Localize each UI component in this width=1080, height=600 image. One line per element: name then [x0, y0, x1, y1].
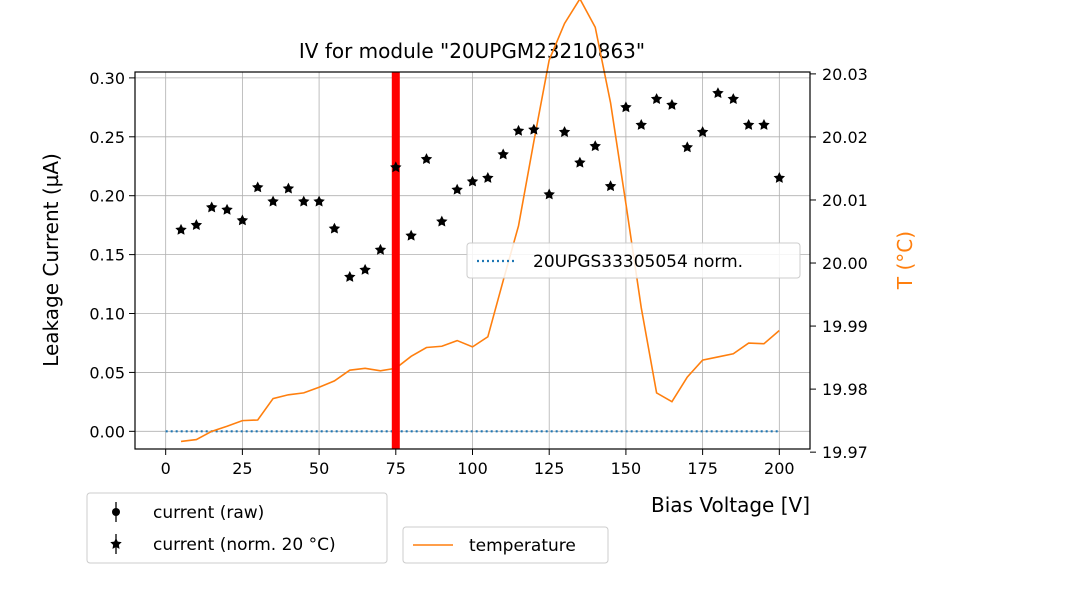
- y2-tick-label: 20.00: [822, 254, 868, 273]
- y-tick-label: 0.15: [89, 246, 125, 265]
- x-tick-label: 100: [457, 459, 488, 478]
- y-tick-label: 0.10: [89, 305, 125, 324]
- y2-tick-label: 19.98: [822, 380, 868, 399]
- current-point: [512, 124, 525, 136]
- x-tick-label: 75: [386, 459, 406, 478]
- y-tick-label: 0.05: [89, 363, 125, 382]
- legend-current-box: [86, 492, 388, 564]
- legend-raw-label: current (raw): [153, 503, 264, 523]
- current-point: [650, 93, 663, 104]
- current-point: [543, 188, 555, 200]
- y-tick-label: 0.25: [89, 128, 125, 147]
- legend-ref: 20UPGS33305054 norm.: [466, 242, 801, 279]
- current-point: [604, 180, 617, 192]
- current-point: [282, 182, 295, 194]
- current-point: [466, 175, 479, 187]
- legend-temperature-label: temperature: [469, 536, 576, 556]
- legend-temperature-box: [402, 526, 609, 564]
- y2-tick-label: 19.97: [822, 443, 868, 462]
- current-point: [528, 123, 540, 135]
- current-point: [236, 214, 249, 226]
- current-point: [344, 270, 356, 282]
- legend-norm-star: [110, 538, 122, 549]
- y-tick-label: 0.30: [89, 69, 125, 88]
- current-point: [712, 87, 724, 99]
- legend-raw-dot: [112, 508, 120, 516]
- current-point: [589, 140, 601, 152]
- x-tick-label: 150: [611, 459, 642, 478]
- current-point: [405, 229, 417, 241]
- current-point: [420, 153, 433, 165]
- x-tick-label: 50: [309, 459, 329, 478]
- current-point: [681, 141, 693, 153]
- legend-current: current (raw) current (norm. 20 °C): [86, 492, 388, 564]
- current-point: [252, 181, 264, 193]
- plot-marks: [165, 0, 786, 449]
- current-point: [221, 203, 233, 215]
- current-point: [313, 195, 325, 207]
- current-point: [206, 201, 218, 213]
- current-point: [666, 98, 678, 110]
- current-point: [374, 243, 387, 255]
- legend-norm-label: current (norm. 20 °C): [153, 535, 336, 555]
- temperature-series-line: [180, 0, 780, 443]
- y2-axis-label: T (°C): [893, 231, 917, 290]
- y2-tick-label: 19.99: [822, 317, 868, 336]
- current-point: [558, 126, 571, 137]
- x-tick-label: 0: [161, 459, 171, 478]
- x-axis-ticks: 0 25 50 75 100 125 150 175 200: [161, 449, 795, 478]
- current-point: [497, 148, 509, 160]
- current-point: [727, 93, 739, 104]
- y2-axis-ticks: 19.97 19.98 19.99 20.00 20.01 20.02 20.03: [810, 65, 868, 462]
- legend-ref-box: [466, 242, 801, 279]
- current-point: [574, 156, 586, 168]
- current-point: [298, 195, 310, 207]
- current-point: [620, 101, 632, 113]
- current-point: [482, 172, 494, 183]
- current-point: [758, 119, 770, 130]
- y2-tick-label: 20.02: [822, 128, 868, 147]
- chart-title: IV for module "20UPGM23210863": [299, 39, 645, 63]
- current-point: [696, 126, 709, 137]
- y2-tick-label: 20.01: [822, 191, 868, 210]
- current-point: [359, 263, 371, 275]
- current-point: [635, 119, 647, 130]
- current-point: [175, 223, 187, 235]
- legend-temperature: temperature: [402, 526, 609, 564]
- plot-frame: [134, 71, 811, 450]
- x-tick-label: 200: [764, 459, 795, 478]
- x-tick-label: 125: [534, 459, 565, 478]
- x-tick-label: 175: [687, 459, 718, 478]
- y-axis-ticks: 0.00 0.05 0.10 0.15 0.20 0.25 0.30: [89, 69, 135, 441]
- legend-ref-label: 20UPGS33305054 norm.: [533, 252, 743, 272]
- current-point: [190, 219, 203, 231]
- current-point: [742, 119, 755, 130]
- y-axis-label: Leakage Current (µA): [39, 153, 63, 367]
- y2-tick-label: 20.03: [822, 65, 868, 84]
- y-tick-label: 0.00: [89, 422, 125, 441]
- current-point: [328, 222, 341, 234]
- current-point: [451, 183, 463, 195]
- current-point: [267, 195, 279, 207]
- x-axis-label: Bias Voltage [V]: [651, 493, 810, 517]
- current-point: [436, 215, 448, 227]
- y-tick-label: 0.20: [89, 187, 125, 206]
- x-tick-label: 25: [232, 459, 252, 478]
- current-point: [390, 161, 402, 173]
- current-point: [773, 172, 786, 183]
